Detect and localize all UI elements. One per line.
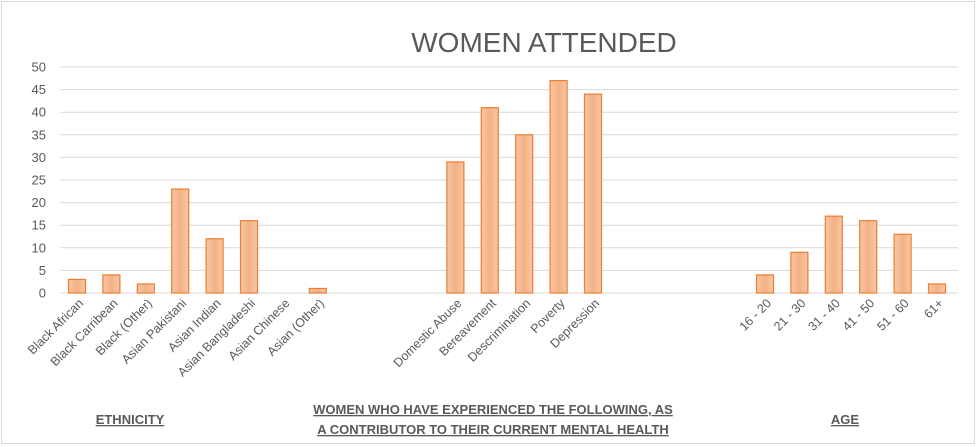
bar — [205, 238, 224, 294]
bar — [239, 220, 259, 294]
x-tick-label: 16 - 20 — [737, 296, 774, 333]
x-tick-label: 41 - 50 — [840, 296, 877, 333]
x-tick-label: 61+ — [921, 296, 946, 321]
group-labels: ETHNICITY WOMEN WHO HAVE EXPERIENCED THE … — [96, 402, 860, 437]
x-tick-label: 51 - 60 — [874, 296, 911, 333]
y-tick-label: 5 — [39, 263, 46, 278]
bar — [480, 107, 499, 294]
bar — [824, 215, 843, 294]
x-tick-label: Descrimination — [465, 296, 533, 364]
chart-title: WOMEN ATTENDED — [411, 27, 676, 58]
bar — [446, 161, 465, 294]
bar — [859, 220, 878, 294]
y-tick-label: 30 — [32, 150, 46, 165]
x-tick-label: 31 - 40 — [805, 296, 842, 333]
gridlines — [60, 66, 958, 294]
bar — [549, 79, 568, 294]
bar — [583, 93, 603, 294]
bar — [790, 251, 809, 294]
y-tick-label: 50 — [32, 60, 46, 75]
bar — [308, 287, 327, 294]
y-tick-label: 45 — [32, 82, 46, 97]
group-label: AGE — [831, 412, 860, 427]
y-tick-label: 15 — [32, 218, 46, 233]
y-tick-label: 25 — [32, 173, 46, 188]
y-tick-label: 35 — [32, 127, 46, 142]
bar — [171, 188, 190, 294]
bar — [893, 233, 912, 294]
bar — [67, 278, 87, 294]
bar — [515, 134, 534, 294]
y-axis-ticks: 0 5 10 15 20 25 30 35 40 45 50 — [32, 60, 46, 301]
y-tick-label: 40 — [32, 105, 46, 120]
group-label: A CONTRIBUTOR TO THEIR CURRENT MENTAL HE… — [317, 422, 668, 437]
group-label: WOMEN WHO HAVE EXPERIENCED THE FOLLOWING… — [313, 402, 673, 417]
bars — [67, 79, 947, 294]
bar — [136, 283, 155, 294]
bar — [102, 274, 121, 294]
x-tick-label: 21 - 30 — [771, 296, 808, 333]
bar — [927, 283, 947, 294]
y-tick-label: 0 — [39, 286, 46, 301]
y-tick-label: 20 — [32, 195, 46, 210]
group-label: ETHNICITY — [96, 412, 165, 427]
y-tick-label: 10 — [32, 240, 46, 255]
bar — [755, 274, 775, 294]
